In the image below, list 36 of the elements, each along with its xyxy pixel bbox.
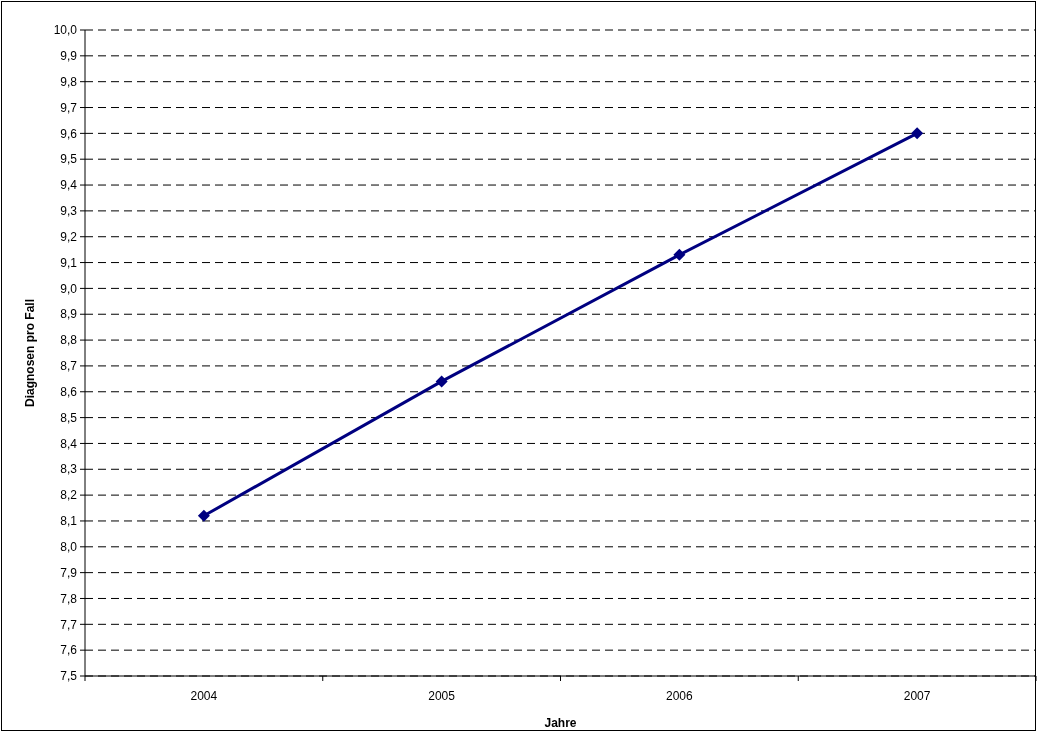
y-tick-label: 9,8 [60,74,78,89]
y-tick-label: 9,3 [60,204,78,219]
x-tick-label: 2005 [428,689,456,703]
x-tick-label: 2006 [666,689,694,703]
y-tick-label: 9,4 [60,178,78,193]
y-tick-label: 8,3 [60,462,78,477]
y-tick-label: 9,5 [60,152,78,167]
x-axis-title: Jahre [544,716,577,730]
y-tick-label: 8,6 [60,384,78,399]
y-tick-label: 9,9 [60,49,78,64]
y-tick-label: 8,0 [60,540,78,554]
y-tick-label: 8,9 [60,307,78,322]
y-tick-label: 7,6 [60,643,78,658]
point [673,248,686,261]
y-tick-label: 10,0 [53,23,78,38]
y-tick-label: 8,7 [60,359,78,374]
x-tick-label: 2007 [903,689,931,703]
y-tick-label: 8,8 [60,333,78,348]
y-tick-label: 9,6 [60,126,78,141]
y-tick-label: 9,0 [60,281,78,296]
point [197,509,210,522]
x-tick-label: 2004 [190,689,218,703]
y-tick-label: 8,1 [60,514,78,529]
y-tick-label: 9,1 [60,255,78,270]
y-tick-label: 8,5 [60,410,78,425]
y-tick-label: 9,2 [60,229,78,244]
y-tick-label: 7,8 [60,591,78,606]
y-tick-label: 9,7 [60,100,78,115]
point [911,127,924,140]
y-tick-label: 7,9 [60,565,78,580]
y-axis-title: Diagnosen pro Fall [23,298,37,408]
y-tick-label: 7,7 [60,617,78,632]
point [435,375,448,388]
y-tick-label: 7,5 [60,669,78,684]
y-tick-label: 8,4 [60,436,78,451]
y-tick-label: 8,2 [60,488,78,503]
